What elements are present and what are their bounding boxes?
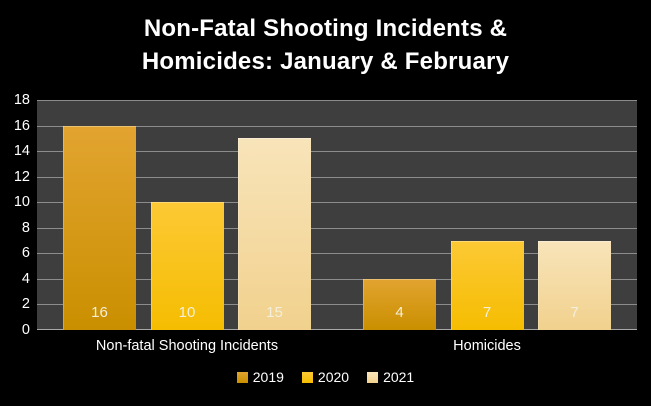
bar-value-label: 16 — [91, 304, 108, 321]
bar-value-label: 15 — [266, 304, 283, 321]
x-axis-labels: Non-fatal Shooting Incidents Homicides — [37, 338, 637, 358]
legend-swatch-2021 — [367, 371, 379, 383]
bar-2021-homicides: 7 — [538, 240, 611, 330]
gridline — [37, 176, 637, 178]
y-tick-label: 4 — [21, 270, 30, 287]
bar-2021-shootings: 15 — [238, 138, 311, 330]
legend: 2019 2020 2021 — [0, 369, 651, 385]
legend-item-2019: 2019 — [236, 369, 284, 385]
gridline — [37, 278, 637, 280]
bar-value-label: 10 — [178, 304, 196, 321]
bar-value-label: 4 — [395, 304, 404, 321]
y-axis: 0 2 4 6 8 10 12 14 16 18 — [0, 92, 30, 338]
bar-2020-homicides: 7 — [450, 240, 524, 330]
gridline — [37, 304, 637, 306]
plot-area: 16 10 15 4 7 7 — [37, 100, 637, 330]
chart-title-line1: Non-Fatal Shooting Incidents & — [143, 15, 508, 42]
category-label: Homicides — [453, 338, 521, 354]
bar-2019-homicides: 4 — [363, 278, 436, 330]
y-tick-label: 2 — [21, 296, 30, 313]
chart-title-line2: Homicides: January & February — [141, 48, 510, 75]
bar-2019-shootings: 16 — [63, 125, 136, 330]
legend-label-2020: 2020 — [317, 369, 350, 385]
gridline — [37, 125, 637, 127]
bar-2020-shootings: 10 — [150, 202, 224, 330]
gridline — [37, 253, 637, 255]
gridline — [37, 227, 637, 229]
y-tick-label: 12 — [13, 168, 30, 185]
y-tick-label: 14 — [13, 143, 30, 160]
y-tick-label: 6 — [21, 245, 30, 262]
legend-label-2021: 2021 — [383, 369, 415, 385]
y-tick-label: 0 — [21, 322, 30, 338]
legend-item-2021: 2021 — [367, 369, 414, 385]
legend-swatch-2020 — [301, 371, 313, 383]
legend-swatch-2019 — [236, 371, 248, 383]
gridline — [37, 100, 637, 101]
y-tick-label: 10 — [13, 194, 30, 211]
legend-item-2020: 2020 — [301, 369, 350, 385]
category-label: Non-fatal Shooting Incidents — [95, 338, 279, 354]
y-tick-label: 18 — [13, 92, 30, 108]
bar-value-label: 7 — [482, 304, 492, 321]
gridline — [37, 202, 637, 204]
bar-value-label: 7 — [570, 304, 579, 321]
y-tick-label: 8 — [21, 219, 30, 236]
x-axis-line — [37, 329, 637, 330]
legend-label-2019: 2019 — [252, 369, 284, 385]
y-tick-label: 16 — [13, 117, 30, 134]
gridline — [37, 151, 637, 153]
chart-title: Non-Fatal Shooting Incidents & Homicides… — [0, 12, 651, 78]
